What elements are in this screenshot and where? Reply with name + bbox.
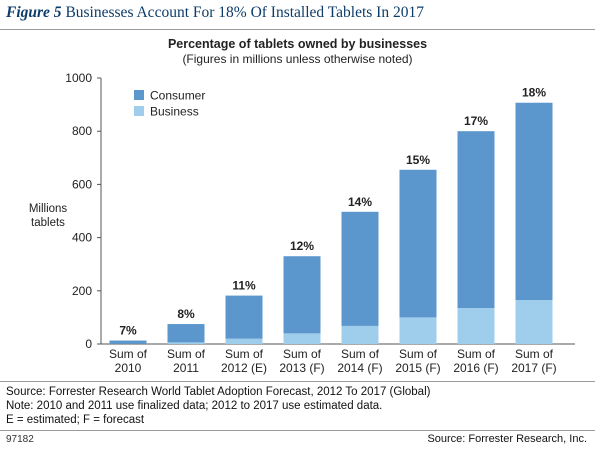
x-tick-label: Sum of xyxy=(109,347,148,361)
x-tick-label: Sum of xyxy=(457,347,496,361)
data-label: 12% xyxy=(290,239,314,253)
bar-consumer xyxy=(283,256,321,334)
chart-subtitle: (Figures in millions unless otherwise no… xyxy=(182,52,413,66)
bar-business xyxy=(225,338,263,344)
figure-title-text: Businesses Account For 18% Of Installed … xyxy=(65,4,424,21)
bar-consumer xyxy=(515,102,553,301)
data-label: 17% xyxy=(464,114,488,128)
y-axis-title: tablets xyxy=(31,217,65,229)
x-tick-label: 2014 (F) xyxy=(337,361,382,375)
figure-label: Figure 5 xyxy=(6,4,62,21)
x-tick-label: Sum of xyxy=(283,347,322,361)
x-tick-label: 2011 xyxy=(173,361,199,375)
bar-consumer xyxy=(457,131,495,309)
chart-title: Percentage of tablets owned by businesse… xyxy=(167,37,428,51)
y-tick-label: 600 xyxy=(72,177,92,191)
bottom-rule xyxy=(0,430,595,431)
y-tick-label: 400 xyxy=(72,231,92,245)
top-rule xyxy=(0,29,595,30)
figure-id: 97182 xyxy=(6,434,34,445)
footer-rule xyxy=(0,381,595,382)
bar-business xyxy=(341,325,379,344)
data-label: 7% xyxy=(119,324,137,338)
data-label: 18% xyxy=(522,86,546,100)
legend-key-note: E = estimated; F = forecast xyxy=(6,414,145,426)
legend-label-consumer: Consumer xyxy=(150,89,205,103)
x-tick-label: Sum of xyxy=(167,347,206,361)
x-tick-label: Sum of xyxy=(399,347,438,361)
bar-consumer xyxy=(109,340,147,344)
y-tick-label: 200 xyxy=(72,284,92,298)
x-tick-label: 2016 (F) xyxy=(453,361,498,375)
x-tick-label: Sum of xyxy=(341,347,380,361)
x-tick-label: 2017 (F) xyxy=(511,361,556,375)
data-label: 11% xyxy=(232,279,256,293)
source-note: Source: Forrester Research World Tablet … xyxy=(6,386,431,398)
data-label: 15% xyxy=(406,153,430,167)
bar-consumer xyxy=(399,169,437,318)
y-axis-title: Millions xyxy=(29,203,68,215)
bar-business xyxy=(515,300,553,344)
legend-label-business: Business xyxy=(150,105,199,119)
bar-consumer xyxy=(167,324,205,343)
bar-business xyxy=(283,333,321,344)
source-credit: Source: Forrester Research, Inc. xyxy=(427,433,587,445)
y-tick-label: 800 xyxy=(72,124,92,138)
data-note: Note: 2010 and 2011 use finalized data; … xyxy=(6,400,383,412)
tablet-ownership-chart: 0 200 400 600 800 1000 Millions tablets 7% Sum of… xyxy=(29,71,575,375)
x-tick-label: Sum of xyxy=(515,347,554,361)
x-tick-label: 2012 (E) xyxy=(221,361,267,375)
bar-consumer xyxy=(341,211,379,326)
x-tick-label: 2010 xyxy=(115,361,142,375)
data-label: 8% xyxy=(177,307,195,321)
figure-title: Figure 5 Businesses Account For 18% Of I… xyxy=(6,4,424,22)
y-tick-label: 1000 xyxy=(65,71,92,85)
x-tick-label: Sum of xyxy=(225,347,264,361)
bar-business xyxy=(167,342,205,344)
y-tick-label: 0 xyxy=(85,337,92,351)
bar-business xyxy=(457,308,495,344)
x-tick-label: 2015 (F) xyxy=(395,361,440,375)
x-tick-label: 2013 (F) xyxy=(279,361,324,375)
bar-consumer xyxy=(225,295,263,339)
data-label: 14% xyxy=(348,195,372,209)
bar-business xyxy=(399,317,437,344)
legend-swatch-consumer xyxy=(134,90,144,100)
legend-swatch-business xyxy=(134,106,144,116)
